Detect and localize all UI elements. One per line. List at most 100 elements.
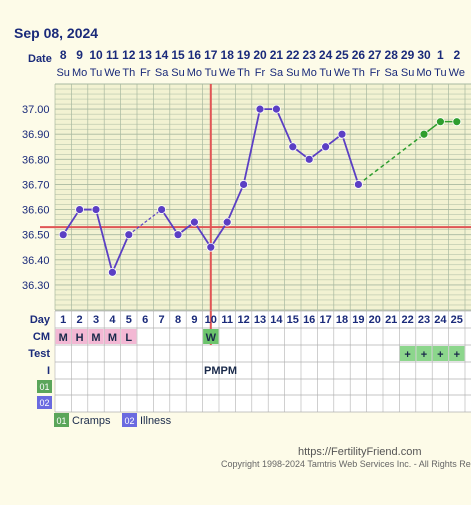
cycle-day-label: 6	[142, 314, 148, 326]
temp-line-segment	[275, 108, 294, 148]
temp-line-segment	[95, 209, 114, 273]
weekday-label: Sa	[384, 67, 398, 79]
y-tick-label: 36.40	[22, 255, 50, 267]
date-label: 1	[437, 48, 444, 62]
date-label: 22	[286, 48, 300, 62]
test-cell-text: +	[404, 349, 410, 361]
weekday-label: Mo	[416, 67, 431, 79]
weekday-label: Th	[352, 67, 365, 79]
weekday-label: Tu	[90, 67, 102, 79]
cm-cell	[121, 329, 137, 344]
date-label: 28	[385, 48, 399, 62]
custom-row-01-code: 01	[39, 382, 49, 392]
legend-swatch	[54, 413, 69, 427]
custom-row-01-badge	[37, 380, 52, 393]
weekday-label: We	[104, 67, 120, 79]
cycle-day-label: 20	[369, 314, 381, 326]
y-tick-label: 36.30	[22, 280, 50, 292]
y-tick-label: 36.70	[22, 179, 50, 191]
legend-code: 02	[124, 416, 134, 426]
test-cell	[416, 346, 432, 361]
temp-point	[206, 242, 216, 252]
temp-point	[173, 230, 183, 240]
temp-line-segment	[160, 209, 179, 236]
temp-line-segment	[226, 184, 245, 223]
cycle-day-label: 7	[159, 314, 165, 326]
projected-temp-point	[435, 117, 445, 127]
test-row-label: Test	[28, 348, 50, 360]
projected-temp-point	[452, 117, 462, 127]
cm-cell	[104, 329, 121, 344]
cm-row-label: CM	[33, 331, 50, 343]
date-label: 26	[352, 48, 366, 62]
temp-point	[157, 205, 167, 214]
weekday-label: We	[219, 67, 235, 79]
date-label: 2	[453, 48, 460, 62]
temp-point	[271, 104, 281, 114]
projected-temp-point	[419, 129, 429, 139]
temp-point	[222, 217, 232, 227]
y-tick-label: 37.00	[22, 104, 50, 116]
weekday-label: Fr	[140, 67, 151, 79]
weekday-label: Mo	[302, 67, 317, 79]
y-tick-label: 36.90	[22, 129, 50, 141]
temp-point	[239, 180, 249, 189]
weekday-label: Fr	[255, 67, 266, 79]
date-label: 19	[237, 48, 251, 62]
date-label: 8	[60, 48, 67, 62]
date-label: 16	[188, 48, 202, 62]
cycle-day-label: 16	[303, 314, 315, 326]
temp-line-segment	[341, 133, 360, 185]
footer-url: https://FertilityFriend.com	[298, 446, 421, 458]
cycle-day-label: 12	[237, 314, 249, 326]
cm-cell-text: M	[59, 332, 68, 344]
cycle-day-label: 5	[126, 314, 132, 326]
temp-point	[288, 142, 298, 152]
cycle-day-label: 1	[60, 314, 66, 326]
date-label: 24	[319, 48, 333, 62]
weekday-label: Th	[122, 67, 135, 79]
temp-line-segment	[193, 221, 212, 248]
i-row-label: I	[47, 365, 50, 377]
date-label: 25	[335, 48, 349, 62]
cycle-day-label: 4	[109, 314, 116, 326]
test-cell	[432, 346, 449, 361]
temp-point	[255, 104, 265, 114]
date-label: 27	[368, 48, 382, 62]
date-label: 23	[303, 48, 317, 62]
plot-area	[55, 84, 471, 310]
temp-line-segment	[62, 209, 81, 236]
temp-point	[58, 230, 68, 240]
cycle-day-label: 11	[221, 314, 233, 326]
weekday-label: Sa	[155, 67, 169, 79]
legend-code: 01	[56, 416, 66, 426]
cm-cell-text: W	[206, 332, 217, 344]
cycle-day-label: 17	[319, 314, 331, 326]
cm-cell	[88, 329, 104, 344]
y-tick-label: 36.60	[22, 205, 50, 217]
temp-point	[321, 142, 331, 152]
temp-point	[91, 205, 101, 214]
cycle-day-label: 13	[254, 314, 266, 326]
weekday-label: Tu	[434, 67, 446, 79]
weekday-label: We	[449, 67, 465, 79]
cycle-day-label: 8	[175, 314, 181, 326]
temp-line-segment	[242, 108, 261, 185]
test-cell-text: +	[421, 349, 427, 361]
temp-point	[337, 129, 347, 139]
date-label: 13	[139, 48, 153, 62]
date-label: 10	[89, 48, 103, 62]
test-cell	[399, 346, 416, 361]
temp-point	[108, 267, 117, 277]
cycle-day-label: 18	[336, 314, 348, 326]
temp-gap-segment	[128, 209, 162, 236]
cycle-day-label: 22	[401, 314, 413, 326]
weekday-label: Su	[171, 67, 184, 79]
legend-label: Illness	[140, 415, 172, 427]
custom-row-02-badge	[37, 396, 52, 409]
cycle-day-label: 24	[434, 314, 447, 326]
date-label: 12	[122, 48, 136, 62]
cm-cell	[55, 329, 71, 344]
y-tick-label: 36.50	[22, 230, 50, 242]
